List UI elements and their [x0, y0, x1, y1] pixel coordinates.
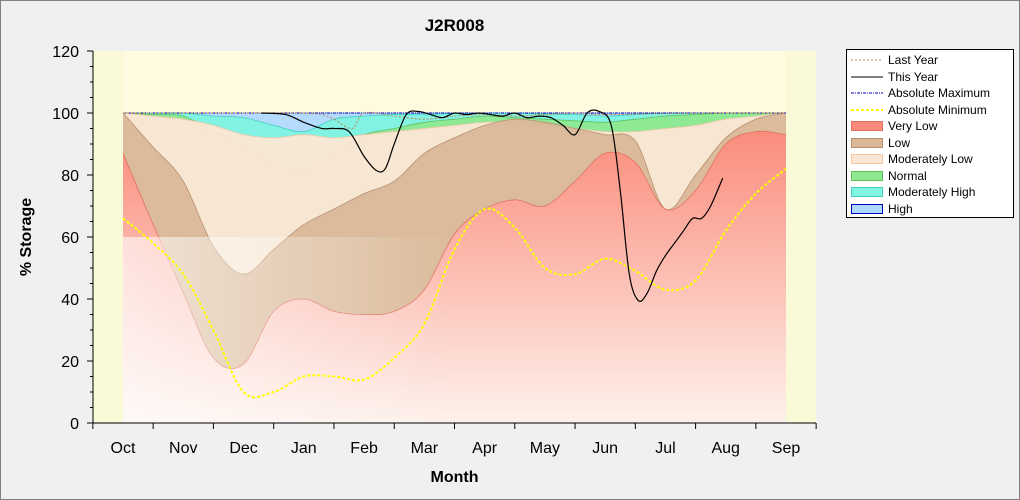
x-axis-label: Month [431, 469, 479, 486]
legend-label: Last Year [888, 53, 939, 67]
legend-swatch-very-low [851, 121, 883, 131]
band-very-low-fade [123, 237, 455, 423]
legend-item-moderately-low: Moderately Low [847, 151, 1013, 167]
x-tick-label: Jan [291, 440, 317, 457]
legend-swatch-normal [851, 170, 883, 181]
legend-label: Moderately High [888, 185, 976, 199]
legend-item-very-low: Very Low [847, 118, 1013, 134]
x-tick-label: Sep [772, 440, 801, 457]
legend-swatch-last-year [851, 59, 883, 61]
legend-label: This Year [888, 69, 939, 84]
x-tick-label: Nov [169, 440, 197, 457]
legend-item-last-year: Last Year [847, 52, 1013, 68]
legend-label: Moderately Low [888, 152, 973, 166]
y-tick-label: 60 [61, 230, 79, 247]
x-tick-label: Aug [711, 440, 739, 457]
series-absolute-minimum [122, 168, 787, 399]
x-tick-label: Jul [655, 440, 675, 457]
legend-label: Normal [888, 168, 927, 183]
legend-swatch-moderately-low [851, 154, 883, 164]
y-tick-label: 40 [61, 292, 79, 309]
x-tick-label: May [530, 440, 560, 457]
y-tick-label: 20 [61, 354, 79, 371]
chart-legend: Last Year This Year Absolute Maximum Absolu… [846, 49, 1014, 218]
band-moderately-high-edge [123, 112, 786, 133]
legend-swatch-abs-min [851, 108, 883, 111]
x-tick-label: Jun [592, 440, 618, 457]
band-moderately-low-edge [122, 112, 787, 139]
chart-title: J2R008 [425, 16, 485, 35]
legend-label: Absolute Minimum [888, 102, 987, 117]
x-tick-label: Mar [411, 440, 439, 457]
legend-label: High [888, 201, 913, 216]
legend-item-high: High [847, 201, 1013, 217]
legend-label: Very Low [888, 119, 938, 133]
legend-swatch-moderately-high [851, 187, 883, 197]
y-tick-label: 80 [61, 168, 79, 185]
legend-item-low: Low [847, 135, 1013, 151]
legend-item-moderately-high: Moderately High [847, 184, 1013, 200]
legend-item-abs-min: Absolute Minimum [847, 102, 1013, 118]
x-tick-label: Dec [229, 440, 257, 457]
y-axis-label: % Storage [18, 198, 35, 276]
x-tick-label: Apr [472, 440, 498, 457]
legend-swatch-abs-max [851, 92, 883, 94]
legend-swatch-low [851, 137, 883, 148]
x-tick-label: Oct [111, 440, 136, 457]
y-tick-label: 100 [52, 106, 79, 123]
legend-item-abs-max: Absolute Maximum [847, 85, 1013, 101]
legend-item-normal: Normal [847, 168, 1013, 184]
series-this-year [261, 109, 724, 302]
legend-label: Absolute Maximum [888, 86, 991, 100]
y-tick-label: 0 [70, 416, 79, 433]
legend-item-this-year: This Year [847, 69, 1013, 85]
legend-label: Low [888, 135, 911, 150]
x-tick-label: Feb [350, 440, 378, 457]
legend-swatch-this-year [851, 76, 883, 77]
legend-swatch-high [851, 203, 883, 214]
y-tick-label: 120 [52, 44, 79, 61]
